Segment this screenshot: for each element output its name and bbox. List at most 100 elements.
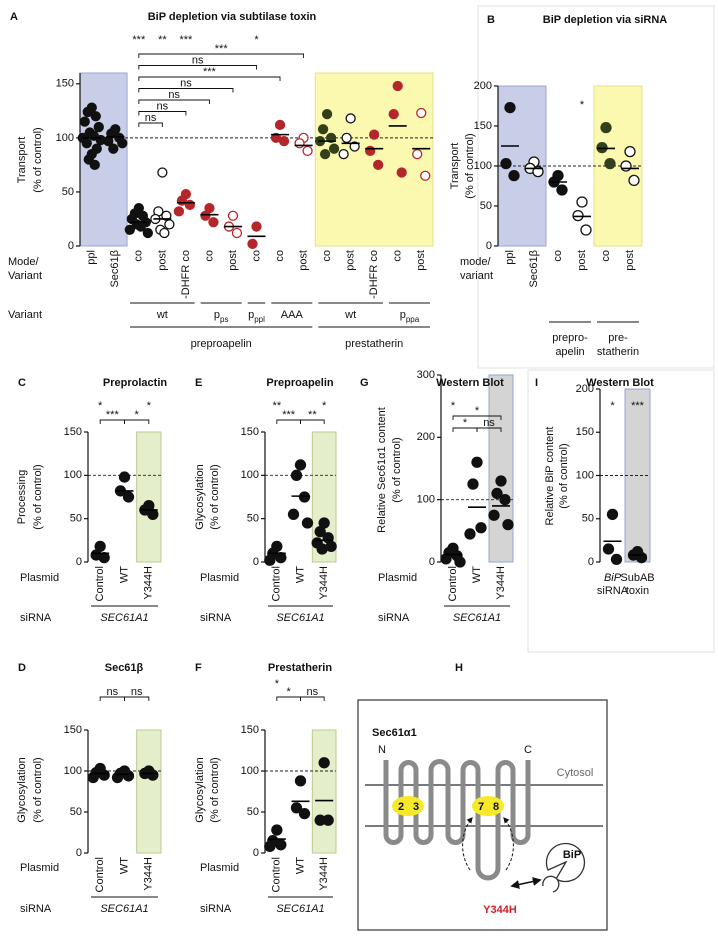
data-point: [275, 839, 287, 851]
protein-name: Sec61α1: [372, 727, 417, 739]
data-point: [373, 159, 384, 171]
x-tick-label: -DHFR co: [180, 250, 192, 299]
significance-bracket: [300, 419, 325, 424]
data-point: [89, 159, 100, 171]
data-point: [147, 769, 159, 781]
y-axis-label: (% of control): [464, 133, 476, 198]
helix-number: 2: [398, 801, 404, 813]
data-point: [98, 769, 110, 781]
group-label: apelin: [555, 346, 584, 358]
panel-label: C: [18, 377, 26, 389]
panel-frame: [477, 5, 715, 369]
data-point: [369, 129, 380, 140]
data-point: [440, 553, 452, 565]
y-tick-label: 100: [64, 469, 82, 481]
row-label: Plasmid: [200, 572, 239, 584]
data-point: [264, 554, 276, 566]
group-label-text: AAA: [281, 309, 304, 321]
significance-label: ns: [180, 77, 192, 89]
chaperone-shape: [542, 875, 560, 893]
data-point: [122, 770, 135, 782]
panel-label: D: [18, 662, 26, 674]
row-label: variant: [460, 270, 493, 282]
data-point: [122, 491, 135, 503]
group-label-text: SEC61A1: [276, 612, 324, 624]
y-axis-label: Transport: [449, 143, 461, 190]
y-axis-label: (% of control): [209, 757, 221, 822]
row-label: Plasmid: [378, 572, 417, 584]
row-label: siRNA: [20, 612, 52, 624]
y-tick-label: 300: [417, 369, 435, 381]
y-tick-label: 150: [241, 724, 259, 736]
y-tick-label: 0: [76, 556, 82, 568]
chaperone-label: BiP: [563, 849, 581, 861]
x-tick-label: WT: [294, 857, 306, 874]
data-point: [298, 491, 311, 503]
y-tick-label: 0: [429, 556, 435, 568]
data-point: [604, 157, 616, 170]
helix-pair: [392, 796, 424, 816]
x-tick-label: WT: [471, 566, 483, 583]
group-label-text: p: [248, 309, 254, 321]
significance-bracket: [138, 88, 234, 93]
y-tick-label: 100: [241, 765, 259, 777]
x-tick-label: co: [321, 250, 333, 262]
significance-bracket: [452, 415, 502, 420]
data-point: [499, 494, 511, 506]
y-tick-label: 100: [576, 469, 594, 481]
significance-label: ns: [483, 417, 495, 429]
data-point: [396, 167, 407, 178]
group-label-text: apelin: [555, 346, 584, 358]
data-point: [278, 135, 290, 147]
group-label-text: SEC61A1: [100, 903, 148, 915]
data-point: [264, 840, 276, 853]
data-point: [556, 184, 568, 196]
y-axis-label: (% of control): [209, 464, 221, 529]
y-tick-label: 0: [253, 847, 259, 859]
significance-label: ***: [106, 409, 120, 421]
y-tick-label: 50: [582, 513, 594, 525]
x-tick-label: Y344H: [318, 857, 330, 891]
group-label-text: SEC61A1: [453, 612, 501, 624]
significance-label: **: [158, 34, 167, 46]
x-tick-label: Y344H: [318, 566, 330, 600]
significance-label: ns: [307, 686, 319, 698]
x-tick-label: -DHFR co: [368, 250, 380, 299]
significance-label: ns: [145, 112, 157, 124]
x-tick-label: co: [552, 250, 564, 262]
group-label: pps: [214, 309, 229, 324]
y-tick-label: 50: [70, 806, 82, 818]
helix-number: 7: [478, 801, 484, 813]
row-label: Variant: [8, 309, 42, 321]
data-point: [600, 121, 612, 134]
data-point: [508, 169, 520, 182]
group-label: wt: [156, 309, 168, 321]
data-point: [635, 552, 648, 564]
data-point: [251, 221, 262, 232]
group-label: pppa: [400, 309, 420, 324]
significance-label: *: [287, 686, 292, 698]
panel-label: H: [455, 662, 463, 674]
group-label: SEC61A1: [100, 903, 148, 915]
data-point: [302, 145, 313, 157]
x-tick-label: SubAB: [620, 572, 654, 584]
significance-label: ns: [168, 89, 180, 101]
significance-label: ***: [179, 34, 193, 46]
y-tick-label: 100: [56, 132, 74, 144]
y-axis-label: Relative BiP content: [544, 427, 556, 526]
group-label: SEC61A1: [276, 903, 324, 915]
dashed-arrow: [462, 817, 473, 871]
data-point: [208, 217, 219, 228]
group-label: AAA: [281, 309, 304, 321]
x-tick-label: WT: [294, 566, 306, 583]
significance-label: *: [147, 400, 152, 412]
significance-bracket: [138, 111, 187, 116]
significance-label: *: [463, 417, 468, 429]
significance-label: ***: [631, 400, 645, 412]
y-axis-label: Processing: [16, 470, 28, 524]
significance-bracket: [300, 696, 325, 701]
y-tick-label: 150: [64, 426, 82, 438]
shaded-region: [136, 431, 162, 563]
data-point: [338, 148, 349, 160]
shaded-region: [136, 729, 162, 854]
